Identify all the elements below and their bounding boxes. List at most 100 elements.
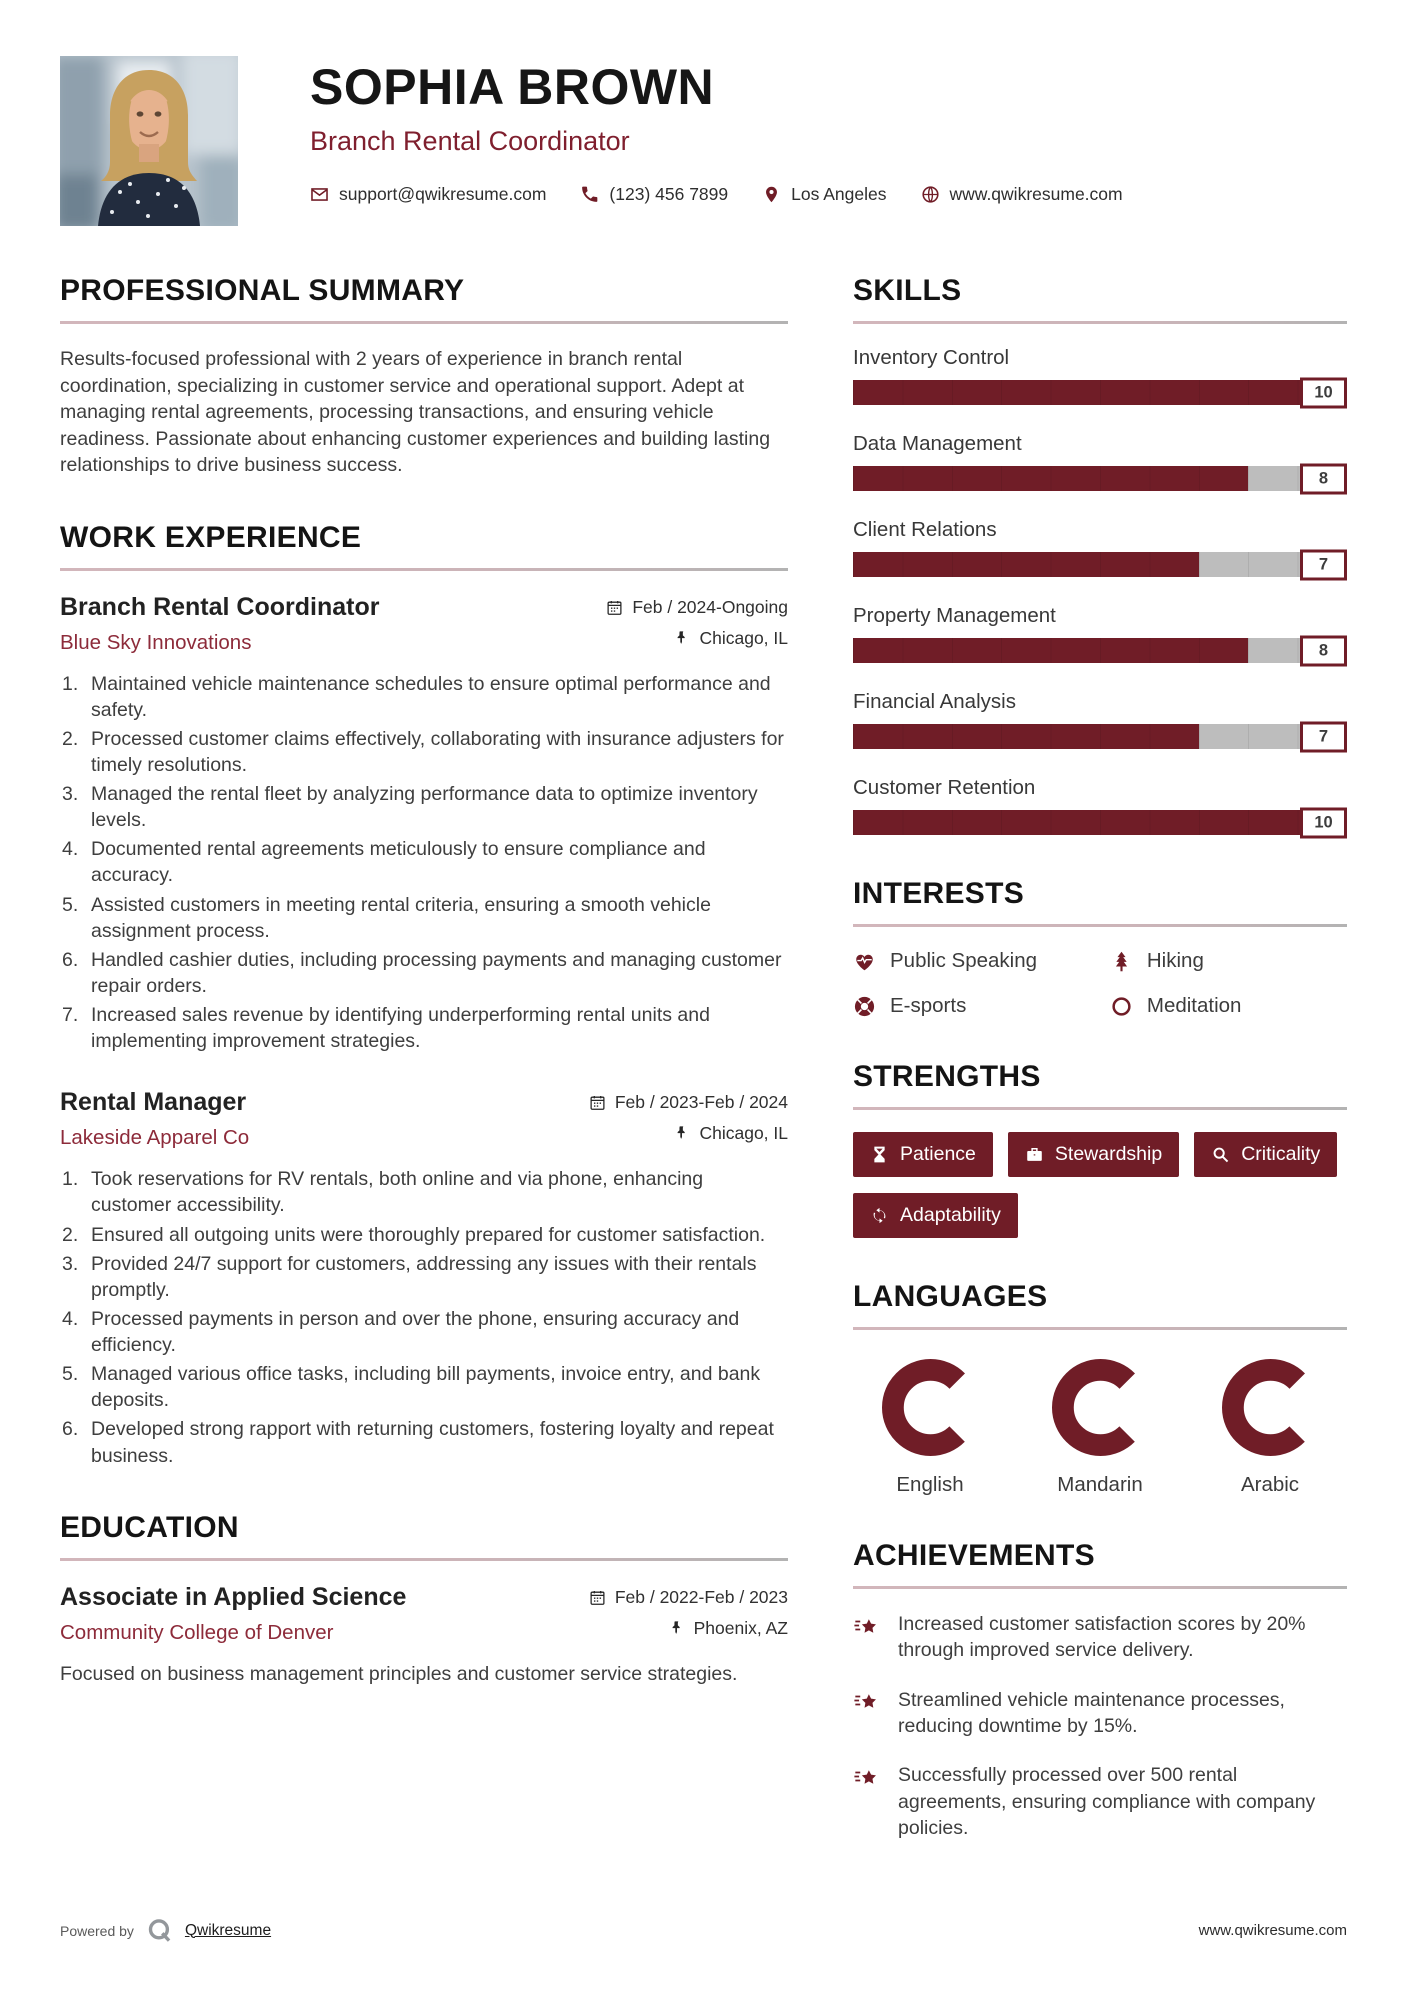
strength-icon bbox=[870, 1145, 889, 1164]
contact-icon bbox=[310, 185, 329, 204]
strengths-heading: STRENGTHS bbox=[853, 1060, 1041, 1093]
skill-level-badge: 10 bbox=[1300, 807, 1347, 838]
interest-label: Hiking bbox=[1146, 949, 1204, 972]
interest-item: Public Speaking bbox=[853, 949, 1110, 973]
footer: Powered by Qwikresume www.qwikresume.com bbox=[60, 1887, 1347, 1944]
section-underline bbox=[853, 321, 1347, 324]
job-bullet: Provided 24/7 support for customers, add… bbox=[62, 1251, 757, 1301]
skill-level-badge: 7 bbox=[1300, 721, 1347, 752]
job-entry: Rental Manager Lakeside Apparel Co Feb /… bbox=[60, 1088, 788, 1468]
contact-item[interactable]: support@qwikresume.com bbox=[310, 184, 546, 205]
interest-icon bbox=[1110, 995, 1133, 1018]
education-location-text: Phoenix, AZ bbox=[693, 1617, 788, 1638]
contact-label: support@qwikresume.com bbox=[339, 184, 547, 204]
pushpin-icon bbox=[673, 630, 690, 647]
skill-label: Inventory Control bbox=[853, 346, 1010, 369]
achievements-section: ACHIEVEMENTS Increased customer satisfac… bbox=[853, 1539, 1347, 1841]
skill-item: Property Management 8 bbox=[853, 604, 1347, 666]
qwikresume-link[interactable]: Qwikresume bbox=[184, 1921, 272, 1939]
shooting-star-icon bbox=[853, 1611, 881, 1664]
education-location: Phoenix, AZ bbox=[668, 1618, 788, 1639]
candidate-name: SOPHIA BROWN bbox=[310, 59, 715, 115]
job-date-text: Feb / 2023-Feb / 2024 bbox=[614, 1092, 788, 1113]
interest-label: Meditation bbox=[1146, 994, 1242, 1017]
achievement-text: Increased customer satisfaction scores b… bbox=[898, 1613, 1306, 1662]
skill-level-badge: 8 bbox=[1300, 635, 1347, 666]
job-bullet: Took reservations for RV rentals, both o… bbox=[62, 1166, 704, 1217]
section-underline bbox=[60, 567, 788, 571]
education-description: Focused on business management principle… bbox=[60, 1662, 738, 1685]
skill-bar-fill bbox=[853, 380, 1347, 405]
achievement-item: Increased customer satisfaction scores b… bbox=[853, 1611, 1347, 1664]
profile-photo bbox=[60, 56, 238, 226]
contact-item[interactable]: Los Angeles bbox=[762, 184, 887, 205]
job-bullet: Processed customer claims effectively, c… bbox=[62, 726, 784, 776]
contact-item[interactable]: www.qwikresume.com bbox=[921, 184, 1123, 205]
skill-bar-fill bbox=[853, 552, 1199, 577]
powered-by-label: Powered by bbox=[60, 1922, 134, 1939]
skill-label: Client Relations bbox=[853, 518, 997, 541]
strength-pill: Patience bbox=[853, 1132, 993, 1177]
education-header: Associate in Applied Science Community C… bbox=[60, 1583, 788, 1645]
job-bullet: Managed various office tasks, including … bbox=[62, 1361, 761, 1412]
language-item: Mandarin bbox=[1025, 1358, 1175, 1497]
contact-icon bbox=[580, 185, 599, 204]
language-level-ring bbox=[881, 1358, 979, 1457]
left-column: PROFESSIONAL SUMMARY Results-focused pro… bbox=[60, 274, 788, 1729]
skill-bar-track: 7 bbox=[853, 549, 1347, 580]
skill-item: Customer Retention 10 bbox=[853, 776, 1347, 838]
skill-bar-fill bbox=[853, 810, 1347, 835]
languages-heading: LANGUAGES bbox=[853, 1280, 1048, 1313]
job-bullet: Maintained vehicle maintenance schedules… bbox=[62, 671, 771, 721]
job-bullet-list: Took reservations for RV rentals, both o… bbox=[60, 1166, 788, 1468]
footer-website[interactable]: www.qwikresume.com bbox=[1198, 1922, 1347, 1939]
calendar-icon bbox=[589, 1094, 606, 1111]
skill-item: Financial Analysis 7 bbox=[853, 690, 1347, 752]
skill-bar-fill bbox=[853, 638, 1249, 663]
languages-section: LANGUAGES English bbox=[853, 1280, 1347, 1497]
summary-heading: PROFESSIONAL SUMMARY bbox=[60, 274, 465, 307]
contact-label: www.qwikresume.com bbox=[949, 184, 1123, 204]
skill-bar-track: 10 bbox=[853, 377, 1347, 408]
skills-section: SKILLS Inventory Control 10 bbox=[853, 274, 1347, 838]
education-school: Community College of Denver bbox=[60, 1620, 334, 1644]
skill-level-badge: 10 bbox=[1300, 377, 1347, 408]
job-bullet: Ensured all outgoing units were thorough… bbox=[62, 1222, 766, 1248]
strength-label: Adaptability bbox=[900, 1204, 1001, 1226]
education-date-text: Feb / 2022-Feb / 2023 bbox=[614, 1586, 788, 1607]
section-underline bbox=[853, 924, 1347, 927]
job-date-text: Feb / 2024-Ongoing bbox=[632, 596, 788, 617]
interest-item: Hiking bbox=[1110, 949, 1347, 973]
job-bullet: Developed strong rapport with returning … bbox=[62, 1416, 774, 1467]
skill-label: Data Management bbox=[853, 432, 1022, 455]
interest-icon bbox=[853, 995, 876, 1018]
interests-section: INTERESTS Public Speaking Hiking bbox=[853, 877, 1347, 1018]
main-content: PROFESSIONAL SUMMARY Results-focused pro… bbox=[60, 274, 1347, 1883]
strength-pill: Stewardship bbox=[1007, 1132, 1180, 1177]
language-item: Arabic bbox=[1195, 1358, 1345, 1497]
interest-item: Meditation bbox=[1110, 994, 1347, 1018]
job-bullet: Managed the rental fleet by analyzing pe… bbox=[62, 781, 758, 832]
section-underline bbox=[853, 1327, 1347, 1330]
achievement-text: Streamlined vehicle maintenance processe… bbox=[898, 1688, 1285, 1737]
summary-section: PROFESSIONAL SUMMARY Results-focused pro… bbox=[60, 274, 788, 479]
job-header: Rental Manager Lakeside Apparel Co Feb /… bbox=[60, 1088, 788, 1150]
achievement-item: Streamlined vehicle maintenance processe… bbox=[853, 1687, 1347, 1740]
achievement-item: Successfully processed over 500 rental a… bbox=[853, 1762, 1347, 1841]
contact-item[interactable]: (123) 456 7899 bbox=[580, 184, 728, 205]
job-company: Lakeside Apparel Co bbox=[60, 1126, 250, 1150]
footer-branding: Powered by Qwikresume bbox=[60, 1917, 271, 1944]
job-company: Blue Sky Innovations bbox=[60, 630, 252, 654]
job-location: Chicago, IL bbox=[673, 628, 788, 649]
job-title: Rental Manager bbox=[60, 1088, 247, 1117]
education-heading: EDUCATION bbox=[60, 1510, 239, 1544]
strength-icon bbox=[870, 1206, 889, 1225]
education-section: EDUCATION Associate in Applied Science C… bbox=[60, 1511, 788, 1688]
skill-label: Customer Retention bbox=[853, 776, 1036, 799]
right-column: SKILLS Inventory Control 10 bbox=[853, 274, 1347, 1883]
skill-list: Inventory Control 10 Data Management 8 bbox=[853, 346, 1347, 838]
contact-label: Los Angeles bbox=[791, 184, 887, 204]
interest-label: E-sports bbox=[890, 994, 967, 1017]
skill-level-badge: 8 bbox=[1300, 463, 1347, 494]
